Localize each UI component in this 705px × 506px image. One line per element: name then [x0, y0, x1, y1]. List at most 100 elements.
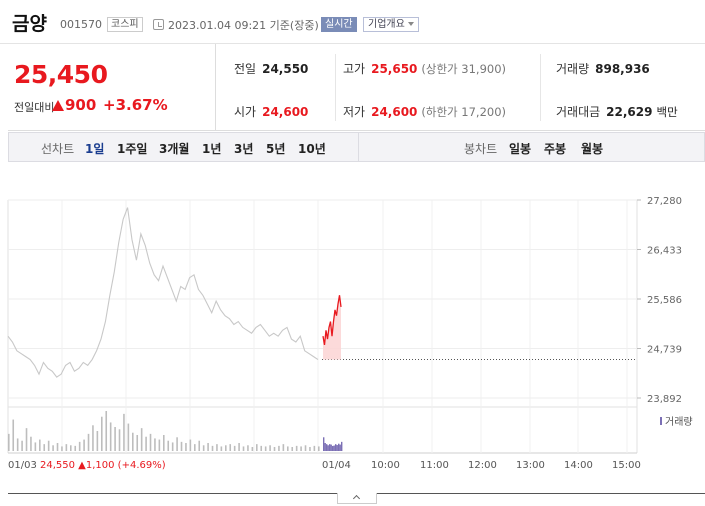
y-axis-ticks: 27,280 26,433 25,586 24,739 23,892 — [647, 196, 682, 405]
x-tick-label: 10:00 — [371, 460, 400, 471]
x-tick-label: 14:00 — [564, 460, 593, 471]
volume-bar — [260, 445, 263, 451]
x-axis-ticks: 01/03 01/04 10:00 11:00 12:00 13:00 14:00 15:00… — [8, 460, 641, 471]
tab-weekly-candle[interactable]: 주봉 — [544, 142, 567, 156]
chevron-down-icon — [407, 22, 414, 26]
low-label: 저가 — [343, 105, 366, 119]
volume-bar-today — [330, 444, 332, 451]
volume-bar — [127, 423, 130, 451]
volume-bar — [149, 433, 152, 451]
y-tick-label: 24,739 — [647, 345, 682, 356]
chart-svg: 27,280 26,433 25,586 24,739 23,892 거래량 01/03… — [7, 196, 693, 471]
volume-bar — [56, 443, 59, 451]
volume: 거래량 898,936 — [556, 60, 650, 77]
volume-bar — [264, 446, 267, 451]
volume-bar — [242, 446, 245, 451]
tab-3m[interactable]: 3개월 — [159, 142, 190, 156]
volume-bar — [16, 438, 19, 451]
volume-bar-today — [339, 444, 341, 451]
volume-bar — [154, 438, 156, 451]
lower-limit: (하한가 17,200) — [421, 105, 507, 119]
volume-value: 898,936 — [595, 62, 650, 76]
quote-datetime: 2023.01.04 09:21 기준(장중) — [168, 19, 319, 32]
amount-label: 거래대금 — [556, 105, 601, 119]
volume-bar — [291, 447, 294, 451]
volume-bar — [39, 439, 41, 451]
low-value: 24,600 — [371, 105, 418, 119]
volume-bar — [101, 416, 103, 451]
today-price-area — [323, 295, 341, 360]
tab-10y[interactable]: 10년 — [298, 142, 326, 156]
volume-bar-today — [338, 443, 340, 451]
volume-bar-today — [341, 441, 343, 451]
trade-amount: 거래대금 22,629 백만 — [556, 103, 678, 120]
open-label: 시가 — [234, 105, 257, 119]
volume-label: 거래량 — [556, 62, 590, 76]
tab-1y[interactable]: 1년 — [202, 142, 222, 156]
volume-bar — [140, 428, 143, 451]
prev-day-change: ▲1,100 — [78, 460, 118, 471]
tab-3y[interactable]: 3년 — [234, 142, 254, 156]
volume-bar — [43, 444, 46, 451]
volume-bar — [295, 445, 298, 451]
tab-monthly-candle[interactable]: 월봉 — [581, 142, 604, 156]
volume-bar — [118, 429, 121, 451]
volume-bar — [269, 445, 271, 451]
x-tick-label: 13:00 — [516, 460, 545, 471]
volume-bar — [74, 445, 77, 451]
up-arrow-icon — [52, 100, 64, 111]
tab-daily-candle[interactable]: 일봉 — [509, 142, 532, 156]
volume-bar — [304, 445, 307, 451]
prev-close: 전일 24,550 — [234, 60, 308, 77]
y-tick-label: 25,586 — [647, 295, 682, 306]
volume-bar — [61, 446, 63, 451]
volume-bar — [225, 445, 227, 451]
volume-bar — [251, 447, 254, 451]
volume-bar — [247, 445, 249, 451]
volume-bar — [273, 447, 276, 451]
volume-bar — [189, 439, 192, 451]
volume-bar — [287, 446, 289, 451]
price-box: 25,450 전일대비 900 +3.67% — [8, 44, 216, 131]
collapse-chevron-up-icon[interactable] — [337, 493, 377, 504]
today-price-line — [322, 295, 342, 346]
tab-1d[interactable]: 1일 — [85, 142, 105, 156]
volume-bar — [158, 439, 161, 451]
volume-bar — [123, 413, 125, 451]
volume-bar — [70, 445, 72, 451]
realtime-button[interactable]: 실시간 — [321, 17, 357, 32]
amount-value: 22,629 — [606, 105, 653, 119]
volume-bar-today — [333, 445, 335, 451]
prev-day-price-line — [7, 207, 319, 378]
upper-limit: (상한가 31,900) — [421, 62, 507, 76]
tab-1w[interactable]: 1주일 — [117, 142, 148, 156]
high-label: 고가 — [343, 62, 366, 76]
volume-bar — [176, 437, 178, 451]
tab-5y[interactable]: 5년 — [266, 142, 286, 156]
company-overview-dropdown[interactable]: 기업개요 — [363, 17, 419, 32]
x-tick-label: 15:00 — [612, 460, 641, 471]
volume-bar — [25, 428, 28, 451]
volume-bar-today — [329, 444, 331, 451]
volume-bar — [229, 444, 232, 451]
y-tick-label: 26,433 — [647, 246, 682, 257]
chart-tabs: 선차트 1일 1주일 3개월 1년 3년 5년 10년 봉차트 일봉 주봉 월봉 — [8, 132, 705, 162]
volume-bar — [256, 444, 258, 451]
volume-bar — [145, 436, 147, 451]
volume-legend-label: 거래량 — [665, 416, 693, 428]
volume-bar-today — [324, 443, 326, 451]
volume-bar — [12, 419, 15, 451]
prev-day-close: 24,550 — [40, 460, 78, 471]
volume-bar — [83, 439, 85, 451]
volume-bar — [78, 441, 81, 451]
volume-bar — [238, 443, 240, 451]
volume-bar — [109, 422, 112, 451]
volume-bar — [167, 440, 170, 451]
volume-bar — [65, 444, 68, 451]
prev-close-label: 전일 — [234, 62, 257, 76]
price-chart[interactable]: 27,280 26,433 25,586 24,739 23,892 거래량 01/03… — [0, 165, 705, 475]
volume-bar — [202, 445, 205, 451]
y-tick-label: 27,280 — [647, 196, 682, 207]
header-bar: 금양 001570 코스피 2023.01.04 09:21 기준(장중) 실시… — [0, 0, 705, 44]
volume-bar — [282, 444, 285, 451]
